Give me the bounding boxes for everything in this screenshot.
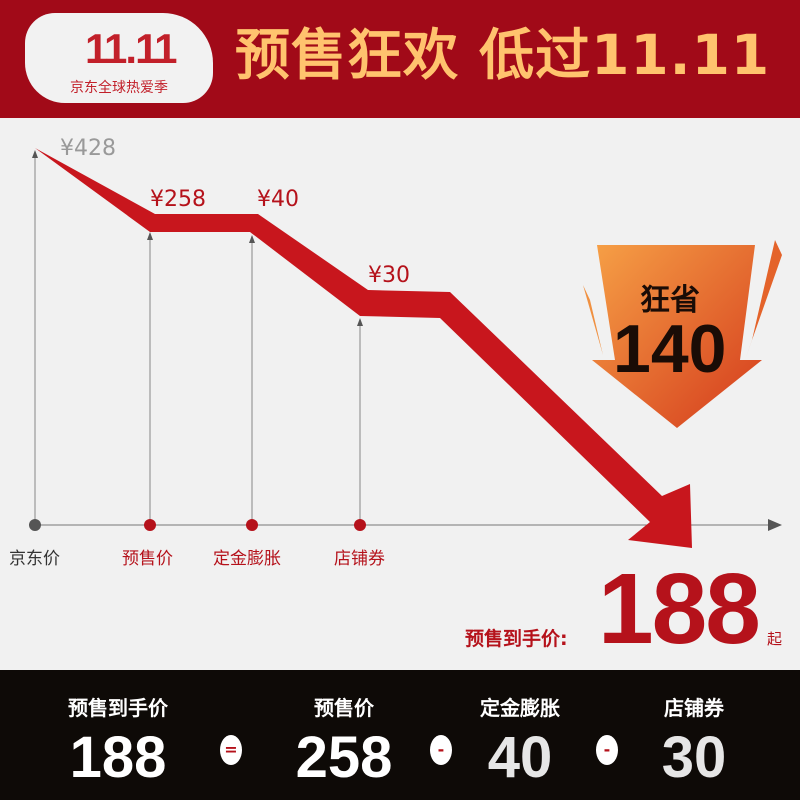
formula-value: 40 (487, 725, 553, 790)
price-label-original: ¥428 (60, 136, 116, 161)
header-banner: 11.11 京东全球热爱季 预售狂欢 低过11.11 (0, 0, 800, 118)
savings-amount: 140 (613, 311, 727, 387)
formula-value: 258 (295, 725, 393, 790)
formula-value: 188 (69, 725, 167, 790)
axis-label-original: 京东价 (9, 549, 60, 569)
axis-arrow-icon (768, 519, 782, 531)
price-drop-arrow (35, 148, 692, 548)
formula-item-presale: 预售价 258 (274, 692, 414, 791)
price-label-deposit: ¥40 (257, 187, 299, 212)
minus-icon: - (596, 735, 618, 765)
axis-dot (354, 519, 366, 531)
final-price-suffix: 起 (767, 630, 783, 648)
guide-arrow-icon (32, 150, 38, 158)
equals-icon: = (220, 735, 242, 765)
final-price-label: 预售到手价: (465, 628, 568, 650)
price-formula-bar (0, 670, 800, 800)
formula-value: 30 (661, 725, 727, 790)
axis-label-deposit: 定金膨胀 (213, 549, 281, 569)
final-price: 188 (598, 553, 761, 665)
axis-dot (246, 519, 258, 531)
logo-mark: 11.11 (85, 25, 177, 72)
guide-arrow-icon (357, 318, 363, 326)
axis-dot (29, 519, 41, 531)
price-drop-chart (29, 148, 782, 548)
brand-logo: 11.11 京东全球热爱季 (25, 13, 213, 103)
formula-label: 定金膨胀 (480, 696, 560, 720)
axis-dot (144, 519, 156, 531)
formula-item-deposit: 定金膨胀 40 (450, 692, 590, 791)
formula-label: 店铺券 (664, 696, 724, 720)
formula-label: 预售价 (314, 696, 374, 720)
price-label-presale: ¥258 (150, 187, 206, 212)
axis-label-coupon: 店铺券 (334, 549, 385, 569)
price-label-coupon: ¥30 (368, 263, 410, 288)
logo-subtitle: 京东全球热爱季 (70, 80, 168, 96)
banner-title: 预售狂欢 低过11.11 (235, 23, 771, 87)
savings-badge-shape (583, 240, 782, 428)
guide-arrow-icon (249, 235, 255, 243)
guide-arrow-icon (147, 232, 153, 240)
formula-label: 预售到手价 (68, 696, 168, 720)
minus-icon: - (430, 735, 452, 765)
formula-item-final: 预售到手价 188 (48, 692, 188, 791)
formula-item-coupon: 店铺券 30 (624, 692, 764, 791)
savings-label: 狂省 (640, 283, 700, 318)
axis-label-presale: 预售价 (122, 549, 173, 569)
